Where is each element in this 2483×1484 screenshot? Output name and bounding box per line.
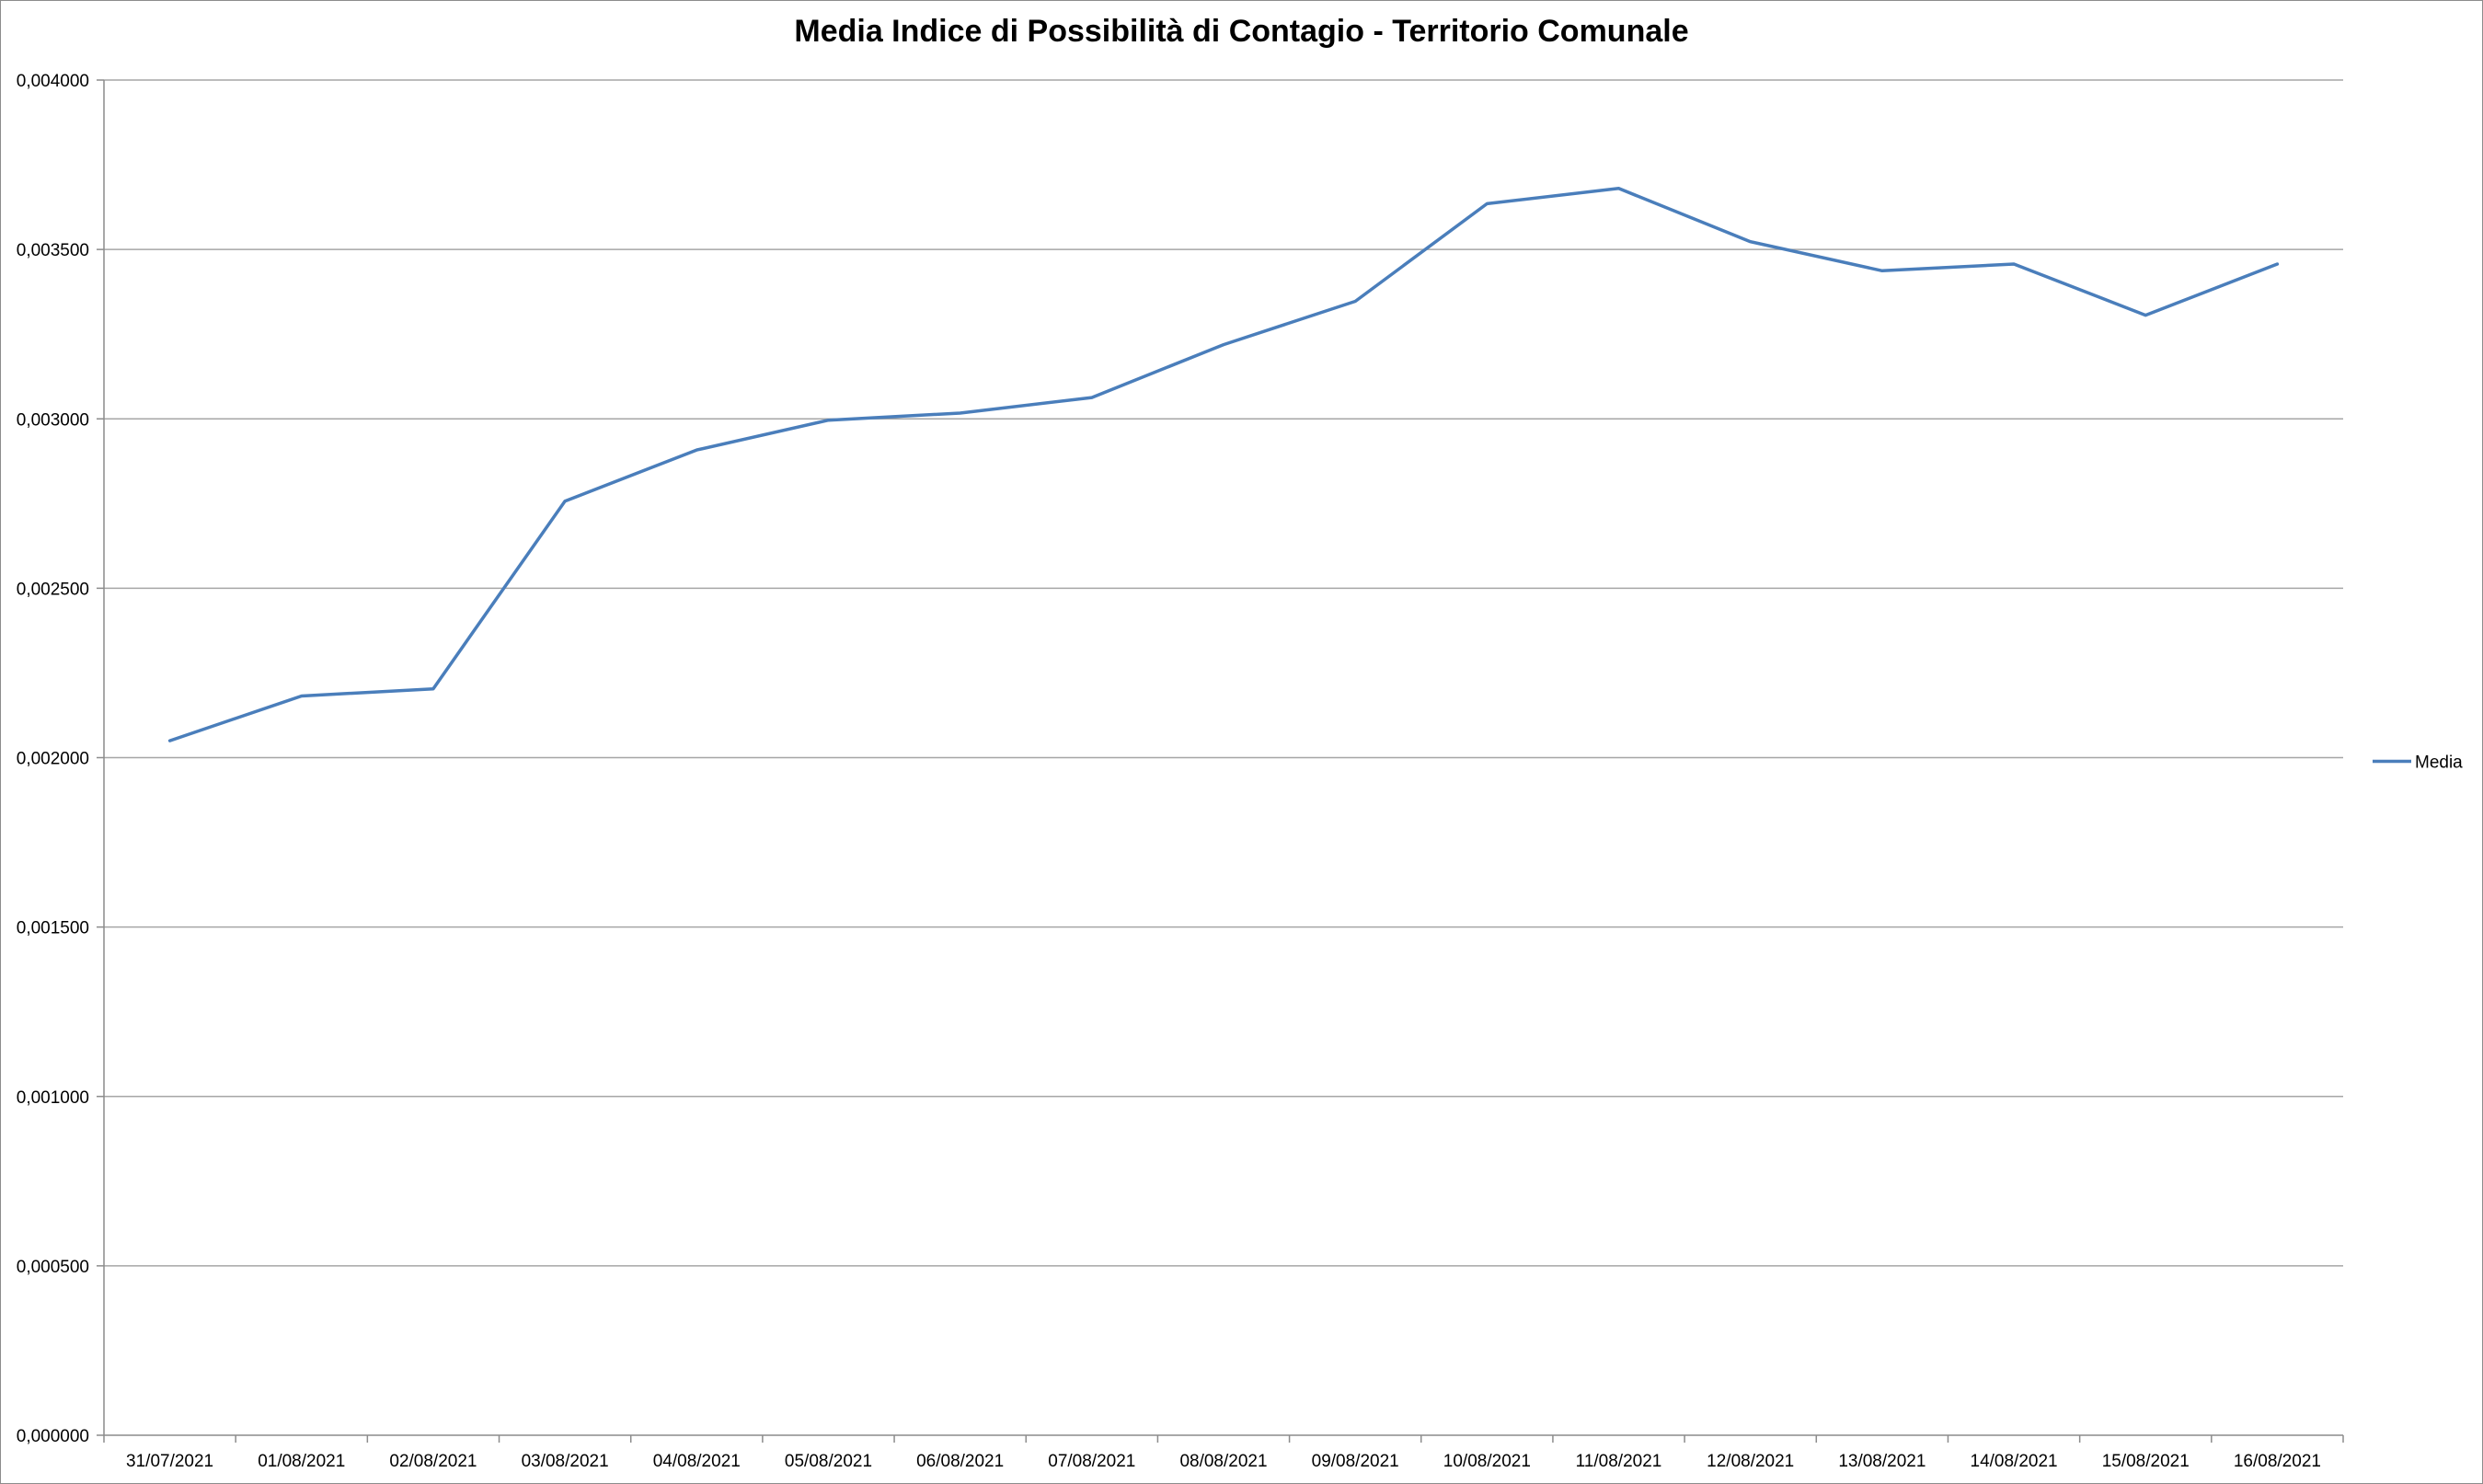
chart-title: Media Indice di Possibilità di Contagio … (794, 14, 1689, 49)
y-tick-label: 0,004000 (17, 72, 89, 91)
legend: Media (2373, 754, 2463, 773)
y-tick-label: 0,001500 (17, 919, 89, 938)
x-tick-label: 10/08/2021 (1443, 1452, 1531, 1471)
y-tick-label: 0,000000 (17, 1427, 89, 1446)
x-tick-label: 01/08/2021 (258, 1452, 345, 1471)
x-tick-labels: 31/07/2021 01/08/2021 02/08/2021 03/08/2021… (126, 1452, 2321, 1471)
x-tick-label: 09/08/2021 (1312, 1452, 1399, 1471)
gridlines (104, 79, 2343, 1267)
series-lines (167, 187, 2280, 742)
x-tick-label: 13/08/2021 (1838, 1452, 1925, 1471)
x-tick-label: 16/08/2021 (2234, 1452, 2321, 1471)
y-tick-label: 0,002500 (17, 580, 89, 599)
series-line-media (167, 187, 2280, 742)
y-tick-labels: 0,000000 0,000500 0,001000 0,001500 0,002000… (17, 72, 89, 1446)
x-tick-label: 31/07/2021 (126, 1452, 213, 1471)
axes (97, 79, 2344, 1443)
x-tick-label: 15/08/2021 (2102, 1452, 2190, 1471)
x-tick-label: 02/08/2021 (389, 1452, 477, 1471)
y-tick-label: 0,002000 (17, 750, 89, 769)
legend-label: Media (2415, 754, 2463, 773)
x-tick-label: 08/08/2021 (1179, 1452, 1267, 1471)
y-tick-label: 0,001000 (17, 1088, 89, 1108)
x-tick-label: 11/08/2021 (1576, 1452, 1662, 1471)
y-tick-label: 0,003000 (17, 410, 89, 430)
y-tick-label: 0,003500 (17, 241, 89, 260)
x-tick-label: 03/08/2021 (522, 1452, 609, 1471)
x-tick-label: 06/08/2021 (916, 1452, 1004, 1471)
x-tick-label: 07/08/2021 (1048, 1452, 1135, 1471)
x-tick-label: 05/08/2021 (785, 1452, 872, 1471)
y-tick-label: 0,000500 (17, 1258, 89, 1277)
x-tick-label: 04/08/2021 (653, 1452, 741, 1471)
x-tick-label: 12/08/2021 (1707, 1452, 1794, 1471)
x-tick-label: 14/08/2021 (1971, 1452, 2058, 1471)
